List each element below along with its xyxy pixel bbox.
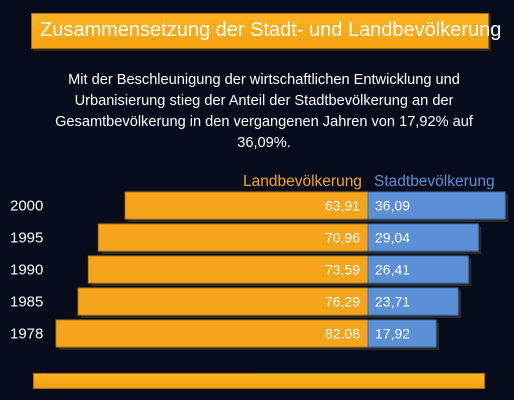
legend-stadtbevoelkerung: Stadtbevölkerung bbox=[374, 173, 495, 190]
category-label-2000: 2000 bbox=[10, 198, 43, 215]
bar-stadt-2000 bbox=[367, 191, 506, 220]
category-label-1995: 1995 bbox=[10, 230, 43, 247]
data-label-land-1995: 70,96 bbox=[325, 230, 360, 246]
data-label-land-1985: 76,29 bbox=[325, 294, 360, 310]
data-label-stadt-1995: 29,04 bbox=[375, 230, 410, 246]
legend-landbevoelkerung: Landbevölkerung bbox=[243, 173, 362, 190]
bar-stadt-1990 bbox=[367, 255, 469, 284]
description-text: Mit der Beschleunigung der wirtschaftlic… bbox=[55, 72, 473, 151]
data-label-land-2000: 63,91 bbox=[325, 198, 360, 214]
bottom-accent-bar bbox=[33, 373, 485, 389]
title-bar: Zusammensetzung der Stadt- und Landbevöl… bbox=[31, 13, 501, 49]
bar-land-1995 bbox=[97, 223, 369, 252]
data-label-land-1990: 73,59 bbox=[325, 262, 360, 278]
page-title: Zusammensetzung der Stadt- und Landbevöl… bbox=[40, 19, 502, 41]
category-label-1990: 1990 bbox=[10, 262, 43, 279]
bar-stadt-1995 bbox=[367, 223, 479, 252]
data-label-stadt-1978: 17,92 bbox=[375, 326, 410, 342]
data-label-stadt-2000: 36,09 bbox=[375, 198, 410, 214]
bar-stadt-1978 bbox=[367, 319, 437, 348]
data-label-stadt-1985: 23,71 bbox=[375, 294, 410, 310]
bar-land-1978 bbox=[55, 319, 369, 348]
data-label-land-1978: 82,08 bbox=[325, 326, 360, 342]
bar-land-2000 bbox=[124, 191, 369, 220]
data-label-stadt-1990: 26,41 bbox=[375, 262, 410, 278]
category-label-1985: 1985 bbox=[10, 294, 43, 311]
bar-stadt-1985 bbox=[367, 287, 459, 316]
category-label-1978: 1978 bbox=[10, 326, 43, 343]
